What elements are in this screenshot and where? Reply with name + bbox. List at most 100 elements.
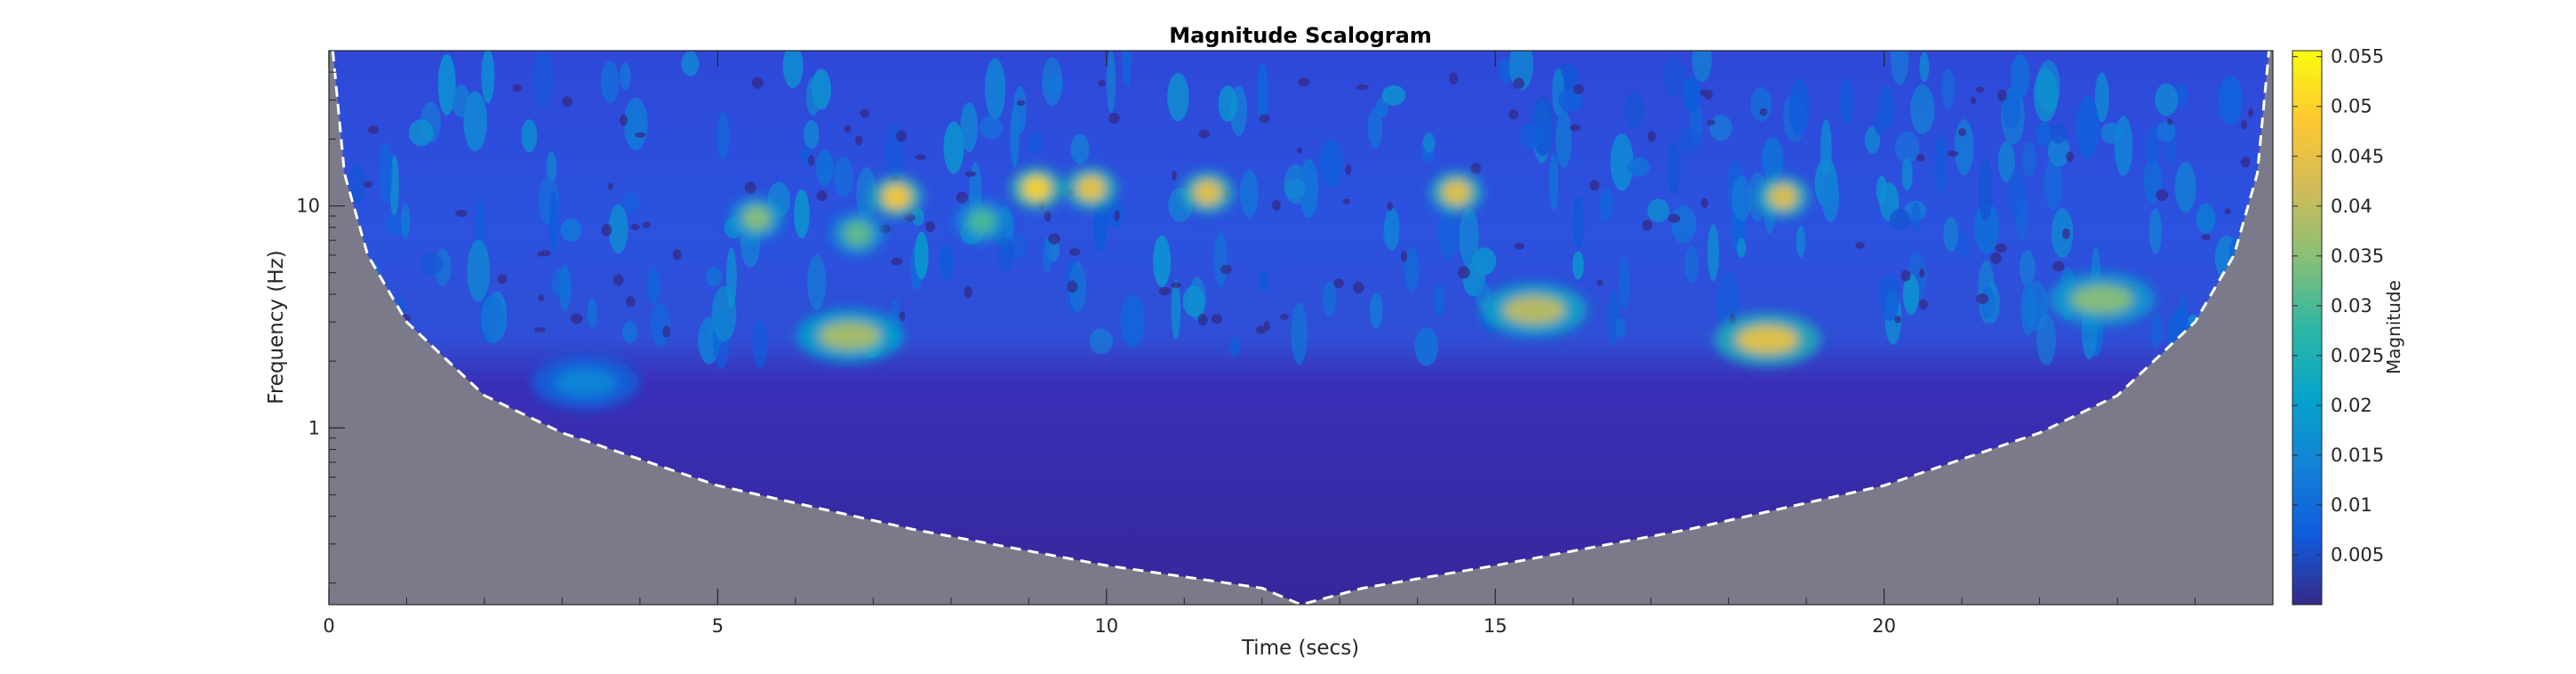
texture-dark-spot xyxy=(1894,316,1902,324)
texture-dark-spot xyxy=(538,294,545,301)
texture-blob xyxy=(911,208,924,227)
texture-blob xyxy=(1153,235,1172,287)
texture-dark-spot xyxy=(1044,211,1052,222)
colorbar-tick-label: 0.025 xyxy=(2331,345,2384,366)
texture-blob xyxy=(2145,125,2161,164)
texture-dark-spot xyxy=(956,191,969,204)
texture-blob xyxy=(1997,140,2015,182)
texture-dark-spot xyxy=(635,132,646,138)
texture-blob xyxy=(1762,137,1784,181)
texture-blob xyxy=(1901,157,1913,191)
texture-dark-spot xyxy=(1573,84,1584,95)
texture-dark-spot xyxy=(1975,86,1985,93)
texture-blob xyxy=(1788,78,1810,136)
plot-frame xyxy=(328,50,2274,606)
texture-blob xyxy=(1089,328,1113,355)
texture-dark-spot xyxy=(540,250,551,256)
texture-blob xyxy=(1707,224,1719,282)
texture-dark-spot xyxy=(562,96,573,108)
texture-blob xyxy=(1422,132,1436,153)
texture-blob xyxy=(794,189,810,239)
x-tick-label: 5 xyxy=(712,615,724,637)
texture-dark-spot xyxy=(1668,213,1681,223)
texture-blob xyxy=(711,285,737,341)
texture-blob xyxy=(2021,140,2036,178)
texture-dark-spot xyxy=(1272,199,1281,211)
texture-blob xyxy=(2196,204,2216,234)
texture-blob xyxy=(914,231,929,280)
texture-blob xyxy=(2076,96,2100,158)
colorbar-tick-label: 0.005 xyxy=(2331,544,2384,566)
texture-dark-spot xyxy=(672,249,682,261)
texture-dark-spot xyxy=(2066,151,2075,163)
texture-dark-spot xyxy=(2241,119,2248,130)
texture-dark-spot xyxy=(1759,108,1768,116)
texture-blob xyxy=(985,58,1006,120)
hotspot xyxy=(1736,325,1799,354)
scalogram-hotspots xyxy=(532,166,2156,410)
hotspot xyxy=(1768,184,1797,210)
texture-blob xyxy=(1683,76,1700,113)
texture-blob xyxy=(622,321,637,343)
texture-dark-spot xyxy=(915,154,926,160)
texture-dark-spot xyxy=(662,325,671,338)
texture-blob xyxy=(2175,82,2188,107)
texture-blob xyxy=(1381,84,1406,106)
texture-blob xyxy=(1259,269,1269,293)
texture-blob xyxy=(1299,158,1318,219)
texture-blob xyxy=(2019,250,2036,287)
texture-dark-spot xyxy=(855,135,863,146)
colorbar-ticks: 0.005 0.01 0.015 0.02 0.025 0.03 0.035 0.04 0.04… xyxy=(2292,46,2384,566)
texture-blob xyxy=(1459,207,1479,268)
texture-dark-spot xyxy=(2224,208,2232,214)
colorbar-tick-label: 0.03 xyxy=(2331,295,2372,317)
texture-blob xyxy=(2174,162,2196,213)
colorbar-tick-label: 0.055 xyxy=(2331,46,2384,68)
texture-dark-spot xyxy=(1098,79,1107,87)
texture-blob xyxy=(551,268,572,298)
texture-dark-spot xyxy=(1345,164,1352,175)
texture-blob xyxy=(420,252,443,276)
texture-blob xyxy=(807,254,827,310)
texture-blob xyxy=(1519,124,1543,149)
texture-blob xyxy=(481,51,495,104)
texture-dark-spot xyxy=(808,155,815,166)
texture-dark-spot xyxy=(2061,228,2070,239)
texture-blob xyxy=(2002,89,2020,129)
texture-blob xyxy=(1647,198,1669,222)
texture-blob xyxy=(1404,247,1420,293)
plot-title: Magnitude Scalogram xyxy=(1169,23,1432,48)
texture-blob xyxy=(1572,196,1585,249)
texture-blob xyxy=(681,51,700,76)
texture-dark-spot xyxy=(455,210,468,217)
texture-blob xyxy=(623,97,648,150)
texture-blob xyxy=(1839,78,1854,124)
colorbar-tick-label: 0.015 xyxy=(2331,445,2384,466)
texture-dark-spot xyxy=(964,171,976,177)
texture-blob xyxy=(2044,157,2063,210)
colorbar-label: Magnitude xyxy=(2383,280,2404,374)
texture-dark-spot xyxy=(364,181,372,189)
texture-dark-spot xyxy=(1048,233,1060,245)
hotspot xyxy=(1076,175,1106,201)
texture-dark-spot xyxy=(1016,100,1026,107)
texture-blob xyxy=(2218,75,2243,125)
texture-dark-spot xyxy=(2052,261,2065,272)
texture-blob xyxy=(1894,131,1920,164)
texture-blob xyxy=(1070,133,1090,164)
texture-dark-spot xyxy=(1997,89,2007,101)
texture-blob xyxy=(1692,51,1712,83)
texture-dark-spot xyxy=(512,84,523,92)
colorbar-tick-label: 0.01 xyxy=(2331,494,2372,516)
texture-blob xyxy=(1879,273,1900,322)
texture-dark-spot xyxy=(1114,210,1120,222)
texture-blob xyxy=(2156,121,2176,142)
texture-blob xyxy=(960,102,979,152)
texture-dark-spot xyxy=(896,130,907,142)
texture-dark-spot xyxy=(2240,156,2251,168)
texture-dark-spot xyxy=(2201,234,2211,241)
texture-blob xyxy=(782,51,804,89)
texture-blob xyxy=(1572,251,1584,280)
texture-dark-spot xyxy=(844,124,852,133)
texture-blob xyxy=(1437,205,1460,260)
